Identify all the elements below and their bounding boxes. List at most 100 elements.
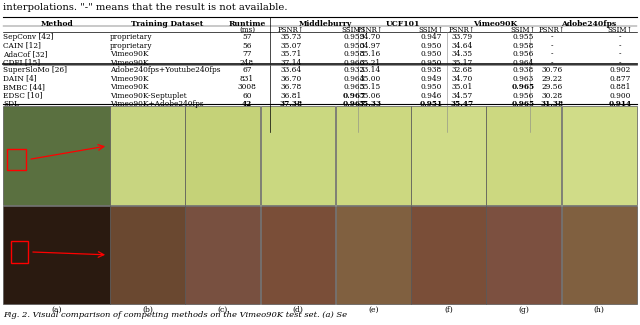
Text: 33.14: 33.14 [360,66,381,74]
Text: 0.955: 0.955 [512,33,534,41]
Text: -: - [551,50,553,58]
Bar [486,206,561,304]
Text: 0.950: 0.950 [343,42,365,50]
Bar [186,206,260,304]
Text: Vimeo90K: Vimeo90K [110,59,148,67]
Text: 35.17: 35.17 [451,59,472,67]
Text: PSNR↑: PSNR↑ [449,26,476,34]
Text: 0.964: 0.964 [512,59,534,67]
Text: 35.06: 35.06 [360,92,381,100]
Text: 37.38: 37.38 [280,100,303,108]
Text: 36.70: 36.70 [280,75,301,83]
Text: 36.78: 36.78 [280,83,301,91]
Text: 35.16: 35.16 [360,50,381,58]
Bar [3,107,109,205]
Text: 0.966: 0.966 [343,59,365,67]
Text: interpolations. "-" means that the result is not available.: interpolations. "-" means that the resul… [3,3,287,12]
Text: 35.33: 35.33 [358,100,381,108]
Text: 0.965: 0.965 [511,100,534,108]
Text: 35.00: 35.00 [360,75,381,83]
Text: Vimeo90K+Adobe240fps: Vimeo90K+Adobe240fps [110,100,204,108]
Text: (g): (g) [518,306,529,314]
Bar [7,149,26,170]
Bar [11,241,28,263]
Text: 34.35: 34.35 [451,50,472,58]
Bar [411,206,486,304]
Text: BMBC [44]: BMBC [44] [3,83,45,91]
Text: 32.68: 32.68 [451,66,472,74]
Text: -: - [619,59,621,67]
Text: 0.902: 0.902 [609,66,630,74]
Text: (c): (c) [218,306,228,314]
Text: SDL: SDL [3,100,19,108]
Text: CDFI [15]: CDFI [15] [3,59,40,67]
Text: 35.21: 35.21 [360,59,381,67]
Text: 0.881: 0.881 [609,83,630,91]
Text: (d): (d) [292,306,303,314]
Text: proprietary: proprietary [110,42,152,50]
Text: 0.958: 0.958 [512,42,534,50]
Text: 34.97: 34.97 [360,42,381,50]
Text: 0.950: 0.950 [420,83,442,91]
Text: (h): (h) [594,306,605,314]
Text: 0.963: 0.963 [513,75,534,83]
Text: 0.938: 0.938 [420,66,442,74]
Text: (e): (e) [368,306,378,314]
Text: Training Dataset: Training Dataset [131,20,203,28]
Text: 0.965: 0.965 [511,83,534,91]
Text: 0.947: 0.947 [420,33,442,41]
Text: 0.949: 0.949 [420,75,442,83]
Text: PSNR↑: PSNR↑ [278,26,305,34]
Text: -: - [551,33,553,41]
Text: (ms): (ms) [239,26,255,34]
Text: 57: 57 [243,33,252,41]
Text: (a): (a) [51,306,61,314]
Text: Adobe240fps+Youtube240fps: Adobe240fps+Youtube240fps [110,66,221,74]
Bar [336,107,411,205]
Text: -: - [619,33,621,41]
Bar [486,107,561,205]
Text: 0.938: 0.938 [513,66,534,74]
Text: 0.956: 0.956 [512,50,534,58]
Bar [260,107,335,205]
Text: 31.38: 31.38 [540,100,564,108]
Text: Vimeo90K-Septuplet: Vimeo90K-Septuplet [110,92,187,100]
Text: 30.28: 30.28 [541,92,563,100]
Text: 34.64: 34.64 [451,42,472,50]
Text: -: - [551,59,553,67]
Text: 0.965: 0.965 [343,83,365,91]
Bar [110,107,185,205]
Text: 0.951: 0.951 [419,100,443,108]
Text: 0.967: 0.967 [342,100,365,108]
Text: 831: 831 [240,75,254,83]
Text: CAIN [12]: CAIN [12] [3,42,41,50]
Text: SSIM↑: SSIM↑ [419,26,444,34]
Bar [3,206,109,304]
Text: Vimeo90K: Vimeo90K [110,50,148,58]
Text: 37.14: 37.14 [280,59,301,67]
Text: 35.47: 35.47 [451,100,474,108]
Text: 35.07: 35.07 [280,42,301,50]
Text: 0.956: 0.956 [512,92,534,100]
Text: -: - [619,50,621,58]
Text: PSNR↑: PSNR↑ [539,26,565,34]
Text: Fig. 2. Visual comparison of competing methods on the Vimeo90K test set. (a) Se: Fig. 2. Visual comparison of competing m… [3,311,347,319]
Text: 0.900: 0.900 [609,92,630,100]
Text: AdaCof [32]: AdaCof [32] [3,50,47,58]
Text: Vimeo90K: Vimeo90K [473,20,517,28]
Text: 0.950: 0.950 [420,59,442,67]
Text: 0.958: 0.958 [343,50,365,58]
Text: 42: 42 [242,100,252,108]
Text: 35.01: 35.01 [451,83,472,91]
Bar [336,206,411,304]
Bar [186,107,260,205]
Bar [260,206,335,304]
Text: 35.73: 35.73 [280,33,301,41]
Text: 34.70: 34.70 [360,33,381,41]
Text: 67: 67 [243,66,252,74]
Text: Vimeo90K: Vimeo90K [110,83,148,91]
Text: Method: Method [40,20,74,28]
Text: 0.914: 0.914 [609,100,632,108]
Text: 0.959: 0.959 [343,33,365,41]
Text: EDSC [10]: EDSC [10] [3,92,42,100]
